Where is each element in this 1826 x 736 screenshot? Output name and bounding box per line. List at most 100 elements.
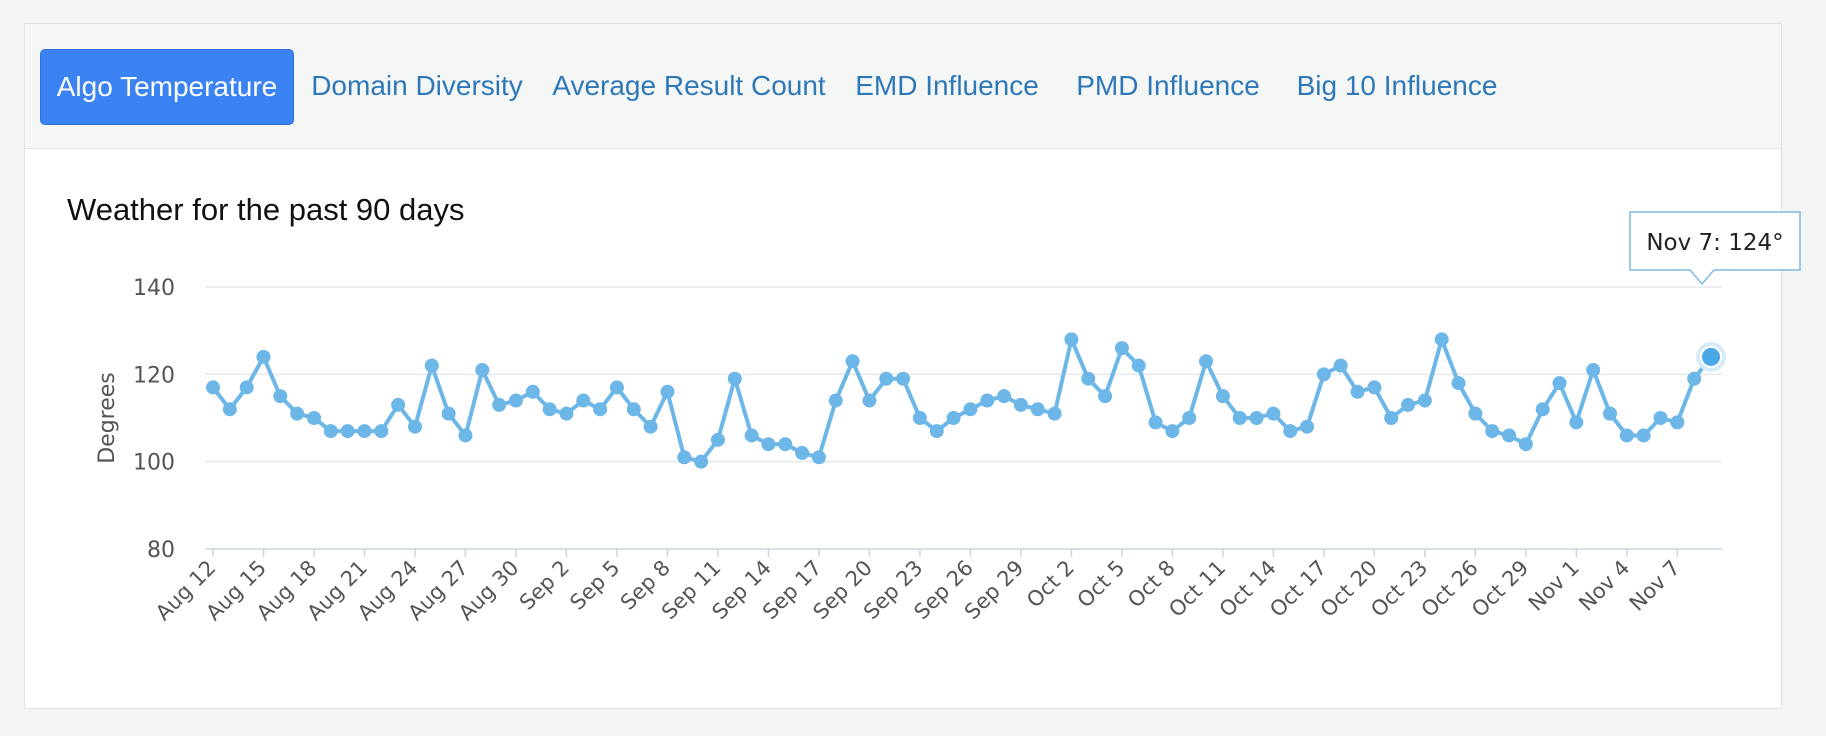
data-point[interactable] (407, 419, 422, 434)
data-point[interactable] (1249, 411, 1264, 425)
data-point[interactable] (1114, 341, 1129, 356)
data-point[interactable] (929, 424, 944, 439)
data-point[interactable] (492, 397, 507, 412)
highlighted-point[interactable] (1700, 345, 1722, 368)
data-point[interactable] (677, 450, 692, 465)
tab-domain-diversity[interactable]: Domain Diversity (311, 70, 523, 101)
data-point[interactable] (559, 406, 574, 421)
data-point[interactable] (1384, 411, 1399, 425)
data-point[interactable] (1552, 376, 1567, 391)
data-point[interactable] (626, 402, 641, 417)
data-point[interactable] (1468, 406, 1483, 421)
data-point[interactable] (1333, 358, 1348, 373)
data-point[interactable] (761, 437, 776, 452)
data-point[interactable] (1064, 332, 1079, 347)
data-point[interactable] (778, 437, 793, 452)
data-point[interactable] (1485, 424, 1500, 439)
data-point[interactable] (391, 397, 406, 412)
data-point[interactable] (1569, 415, 1584, 430)
data-point[interactable] (542, 402, 557, 417)
data-point[interactable] (1013, 397, 1028, 412)
x-tick-label: Nov 1 (1524, 556, 1584, 616)
tab-average-result-count[interactable]: Average Result Count (552, 70, 826, 101)
data-point[interactable] (1081, 371, 1096, 386)
data-point[interactable] (1451, 376, 1466, 391)
data-point[interactable] (912, 411, 927, 425)
data-point[interactable] (660, 384, 675, 399)
data-point[interactable] (1047, 406, 1062, 421)
data-point[interactable] (576, 393, 591, 408)
data-point[interactable] (1300, 419, 1315, 434)
data-point[interactable] (1603, 406, 1618, 421)
data-point[interactable] (1030, 402, 1045, 417)
data-point[interactable] (1165, 424, 1180, 439)
data-point[interactable] (879, 371, 894, 386)
data-point[interactable] (744, 428, 759, 443)
data-point[interactable] (1266, 406, 1281, 421)
data-point[interactable] (273, 389, 288, 404)
data-point[interactable] (1098, 389, 1113, 404)
data-point[interactable] (1148, 415, 1163, 430)
data-point[interactable] (222, 402, 237, 417)
data-point[interactable] (593, 402, 608, 417)
data-point[interactable] (1636, 428, 1651, 443)
data-point[interactable] (1502, 428, 1517, 443)
data-point[interactable] (997, 389, 1012, 404)
data-point[interactable] (458, 428, 473, 443)
tab-algo-temperature[interactable]: Algo Temperature (40, 49, 294, 125)
data-point[interactable] (340, 424, 355, 439)
data-point[interactable] (811, 450, 826, 465)
data-point[interactable] (643, 419, 658, 434)
data-point[interactable] (1367, 380, 1382, 395)
data-point[interactable] (1653, 411, 1668, 425)
data-point[interactable] (963, 402, 978, 417)
tab-emd-influence[interactable]: EMD Influence (855, 70, 1039, 101)
data-point[interactable] (1283, 424, 1298, 439)
data-point[interactable] (1417, 393, 1432, 408)
data-point[interactable] (845, 354, 860, 369)
data-point[interactable] (1215, 389, 1230, 404)
data-point[interactable] (1401, 397, 1416, 412)
data-point[interactable] (306, 411, 321, 425)
data-point[interactable] (374, 424, 389, 439)
data-point[interactable] (980, 393, 995, 408)
data-point[interactable] (424, 358, 439, 373)
data-point[interactable] (710, 432, 725, 447)
data-point[interactable] (357, 424, 372, 439)
data-point[interactable] (441, 406, 456, 421)
data-point[interactable] (1518, 437, 1533, 452)
data-point[interactable] (475, 362, 490, 377)
data-point[interactable] (525, 384, 540, 399)
data-point[interactable] (239, 380, 254, 395)
data-point[interactable] (1316, 367, 1331, 382)
data-point[interactable] (256, 349, 271, 364)
data-point[interactable] (1535, 402, 1550, 417)
data-point[interactable] (896, 371, 911, 386)
data-point[interactable] (1434, 332, 1449, 347)
data-point[interactable] (727, 371, 742, 386)
data-point[interactable] (1619, 428, 1634, 443)
data-point[interactable] (323, 424, 338, 439)
data-point[interactable] (795, 445, 810, 460)
data-point[interactable] (1670, 415, 1685, 430)
data-point[interactable] (694, 454, 709, 469)
data-point[interactable] (290, 406, 305, 421)
data-point[interactable] (1131, 358, 1146, 373)
data-point[interactable] (1182, 411, 1197, 425)
tab-bar: Algo Temperature Domain Diversity Averag… (25, 24, 1781, 149)
data-point[interactable] (946, 411, 961, 425)
x-tick-label: Oct 5 (1073, 556, 1130, 613)
tab-big-10-influence[interactable]: Big 10 Influence (1296, 70, 1498, 101)
data-point[interactable] (206, 380, 220, 395)
data-point[interactable] (828, 393, 843, 408)
data-point[interactable] (1687, 371, 1702, 386)
data-point[interactable] (1199, 354, 1214, 369)
data-point[interactable] (1586, 362, 1601, 377)
chart-card: Algo Temperature Domain Diversity Averag… (24, 23, 1782, 709)
data-point[interactable] (862, 393, 877, 408)
data-point[interactable] (1350, 384, 1365, 399)
tab-pmd-influence[interactable]: PMD Influence (1076, 70, 1260, 101)
data-point[interactable] (508, 393, 523, 408)
data-point[interactable] (609, 380, 624, 395)
data-point[interactable] (1232, 411, 1247, 425)
